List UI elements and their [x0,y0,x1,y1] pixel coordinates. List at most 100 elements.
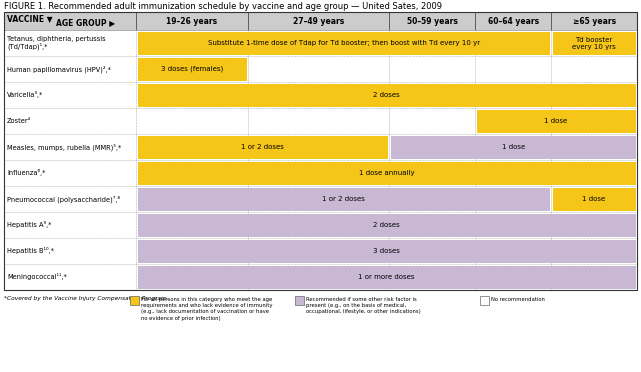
Bar [390,56,475,82]
Bar [551,160,637,186]
Bar [136,212,248,238]
Text: Varicella³,*: Varicella³,* [7,92,44,99]
Text: VACCINE ▼: VACCINE ▼ [7,15,53,23]
Text: 1 dose annually: 1 dose annually [359,170,414,176]
Bar [390,264,475,290]
Bar [136,186,248,212]
Text: For all persons in this category who meet the age
requirements and who lack evid: For all persons in this category who mee… [141,297,272,321]
Bar [390,108,475,134]
Bar [138,240,635,263]
Bar [475,108,551,134]
Bar [4,134,136,160]
Text: ≥65 years: ≥65 years [572,16,615,26]
Bar [136,264,248,290]
Bar [138,58,247,80]
Text: Td booster
every 10 yrs: Td booster every 10 yrs [572,36,616,49]
Text: 1 dose: 1 dose [502,144,525,150]
Bar [4,160,136,186]
Bar [130,296,139,305]
Bar [4,30,136,56]
Bar [551,82,637,108]
Bar [390,134,475,160]
Bar [551,186,637,212]
Bar [138,266,635,289]
Bar [248,212,390,238]
Bar [475,186,551,212]
Text: Meningococcal¹¹,*: Meningococcal¹¹,* [7,273,67,280]
Bar [138,161,635,185]
Text: 19–26 years: 19–26 years [167,16,217,26]
Bar [248,12,390,30]
Bar [136,30,248,56]
Bar [475,30,551,56]
Bar [551,12,637,30]
Bar [475,264,551,290]
Bar [391,135,635,158]
Bar [475,160,551,186]
Text: Recommended if some other risk factor is
present (e.g., on the basis of medical,: Recommended if some other risk factor is… [306,297,420,314]
Bar [551,56,637,82]
Bar [138,83,635,106]
Text: 50–59 years: 50–59 years [407,16,458,26]
Bar [136,134,248,160]
Bar [390,186,475,212]
Bar [248,238,390,264]
Text: 1 dose: 1 dose [583,196,606,202]
Bar [248,134,390,160]
Bar [475,82,551,108]
Bar [551,30,637,56]
Bar [4,56,136,82]
Bar [390,82,475,108]
Bar [136,160,248,186]
Bar [136,238,248,264]
Bar [390,30,475,56]
Bar [475,134,551,160]
Bar [4,264,136,290]
Bar [480,296,489,305]
Bar [248,30,390,56]
Text: AGE GROUP ▶: AGE GROUP ▶ [56,19,115,28]
Bar [475,56,551,82]
Text: Hepatitis B¹⁰,*: Hepatitis B¹⁰,* [7,247,54,254]
Text: 1 or 2 doses: 1 or 2 doses [322,196,365,202]
Text: 1 or more doses: 1 or more doses [358,274,415,280]
Text: 60–64 years: 60–64 years [488,16,539,26]
Bar [475,238,551,264]
Bar [390,212,475,238]
Bar [136,82,248,108]
Text: 27–49 years: 27–49 years [293,16,344,26]
Bar [248,82,390,108]
Bar [136,56,248,82]
Text: Human papillomavirus (HPV)²,*: Human papillomavirus (HPV)²,* [7,65,111,73]
Bar [4,212,136,238]
Bar [4,82,136,108]
Text: Pneumococcal (polysaccharide)⁷,⁸: Pneumococcal (polysaccharide)⁷,⁸ [7,195,120,203]
Text: 3 doses (females): 3 doses (females) [161,66,223,72]
Text: No recommendation: No recommendation [491,297,545,302]
Text: 1 dose: 1 dose [544,118,568,124]
Bar [553,32,635,55]
Bar [390,160,475,186]
Text: FIGURE 1. Recommended adult immunization schedule by vaccine and age group — Uni: FIGURE 1. Recommended adult immunization… [4,2,442,11]
Text: Hepatitis A⁹,*: Hepatitis A⁹,* [7,221,51,228]
Bar [248,56,390,82]
Bar [475,12,551,30]
Bar [4,108,136,134]
Text: 2 doses: 2 doses [373,222,400,228]
Text: 2 doses: 2 doses [373,92,400,98]
Bar [553,187,635,211]
Bar [475,212,551,238]
Bar [248,160,390,186]
Text: *Covered by the Vaccine Injury Compensation Program.: *Covered by the Vaccine Injury Compensat… [4,296,169,301]
Bar [248,186,390,212]
Bar [4,12,637,290]
Bar [295,296,304,305]
Text: 1 or 2 doses: 1 or 2 doses [241,144,284,150]
Bar [248,108,390,134]
Bar [551,212,637,238]
Bar [4,12,136,30]
Bar [551,134,637,160]
Bar [138,135,388,158]
Bar [4,238,136,264]
Text: Zoster⁴: Zoster⁴ [7,118,31,124]
